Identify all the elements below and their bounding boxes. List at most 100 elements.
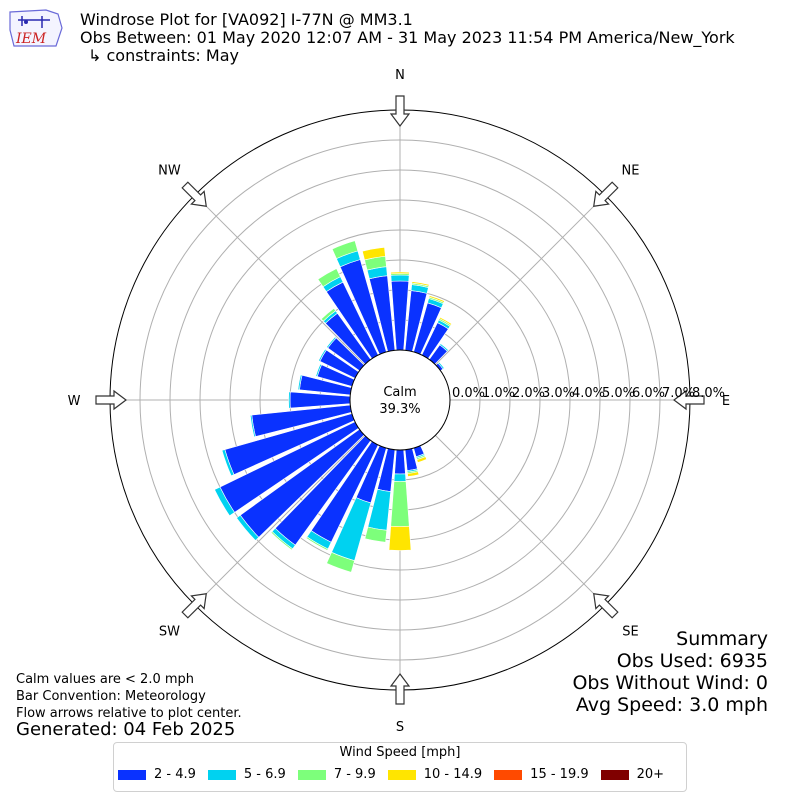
radial-tick-label: 2.0% — [512, 386, 545, 401]
legend: Wind Speed [mph] 2 - 4.9 5 - 6.9 7 - 9.9 10… — [113, 742, 687, 792]
wind-bar — [390, 271, 410, 275]
radial-tick-label: 7.0% — [662, 386, 695, 401]
arrow-shape — [181, 593, 207, 619]
legend-swatch — [387, 769, 416, 780]
wind-bar — [326, 551, 355, 573]
wind-bar — [249, 414, 256, 438]
wind-bar — [305, 536, 329, 551]
wind-bar — [364, 526, 388, 543]
compass-label: E — [722, 394, 730, 409]
wind-bar — [318, 348, 327, 362]
arrow-shape — [95, 389, 127, 411]
legend-item: 10 - 14.9 — [387, 767, 483, 782]
wind-bar — [270, 531, 294, 551]
compass-label: S — [396, 720, 404, 735]
flow-arrow — [673, 389, 705, 411]
grid-ring — [199, 199, 601, 601]
wind-bar — [394, 449, 406, 475]
legend-swatch — [494, 769, 523, 780]
compass-label: NW — [158, 163, 181, 178]
wind-bars — [214, 240, 453, 573]
wind-bar — [331, 240, 359, 260]
radial-tick-label: 0.0% — [452, 386, 485, 401]
calm-circle — [349, 349, 451, 451]
compass-label: W — [68, 394, 81, 409]
chart-subtitle: Obs Between: 01 May 2020 12:07 AM - 31 M… — [80, 28, 735, 47]
legend-label: 15 - 19.9 — [530, 767, 589, 782]
legend-item: 20+ — [600, 767, 665, 782]
legend-items: 2 - 4.9 5 - 6.9 7 - 9.9 10 - 14.9 15 - 19.9 2… — [118, 767, 676, 782]
legend-label: 7 - 9.9 — [333, 767, 376, 782]
arrow-shape — [389, 673, 411, 705]
calm-note: Calm values are < 2.0 mph — [16, 672, 195, 687]
grid-ring — [169, 169, 631, 631]
wind-bar — [297, 374, 303, 391]
summary-obs-used: Obs Used: 6935 — [616, 650, 768, 672]
generated-date: Generated: 04 Feb 2025 — [16, 719, 236, 740]
chart-title: Windrose Plot for [VA092] I-77N @ MM3.1 — [80, 10, 413, 29]
wind-bar — [439, 343, 449, 352]
calm-value: 39.3% — [379, 402, 420, 417]
flow-arrows-note: Flow arrows relative to plot center. — [16, 706, 242, 721]
arrow-shape — [389, 95, 411, 127]
arrow-shape — [593, 593, 619, 619]
wind-bar — [390, 274, 410, 282]
wind-bar — [214, 486, 236, 517]
flow-arrow — [593, 181, 619, 207]
flow-arrow — [593, 593, 619, 619]
arrow-shape — [673, 389, 705, 411]
legend-label: 10 - 14.9 — [423, 767, 483, 782]
flow-arrow — [181, 181, 207, 207]
logo-text: IEM — [15, 31, 47, 47]
radial-tick-label: 4.0% — [572, 386, 605, 401]
wind-bar — [388, 525, 412, 551]
legend-swatch — [207, 769, 236, 780]
wind-bar — [236, 514, 260, 541]
wind-bar — [437, 361, 445, 370]
arrow-shape — [593, 181, 619, 207]
chart-constraints: ↳ constraints: May — [88, 46, 239, 65]
wind-bar — [407, 471, 420, 477]
bar-convention-note: Bar Convention: Meteorology — [16, 689, 206, 704]
chart-labels: 0.0%1.0%2.0%3.0%4.0%5.0%6.0%7.0%8.0% N NE E… — [68, 68, 731, 735]
compass-label: N — [395, 68, 405, 83]
summary-obs-without-wind: Obs Without Wind: 0 — [572, 672, 768, 694]
wind-bar — [438, 316, 453, 326]
legend-label: 20+ — [636, 767, 665, 782]
radial-tick-label: 5.0% — [602, 386, 635, 401]
flow-arrow — [389, 95, 411, 127]
wind-bar — [315, 363, 322, 377]
wind-bar — [326, 336, 337, 349]
compass-label: SW — [159, 625, 180, 640]
wind-bar — [393, 473, 407, 482]
grid-ring — [229, 229, 571, 571]
legend-item: 2 - 4.9 — [118, 767, 196, 782]
legend-swatch — [297, 769, 326, 780]
legend-swatch — [600, 769, 629, 780]
wind-bar — [288, 391, 291, 409]
legend-item: 5 - 6.9 — [207, 767, 286, 782]
legend-item: 15 - 19.9 — [494, 767, 589, 782]
wind-bar — [361, 246, 386, 261]
wind-bar — [390, 480, 410, 527]
wind-bar — [428, 295, 445, 303]
flow-arrows — [95, 95, 705, 705]
grid-ring — [139, 139, 661, 661]
radial-tick-label: 8.0% — [692, 386, 725, 401]
compass-label: SE — [622, 625, 638, 640]
wind-bar — [411, 281, 430, 287]
flow-arrow — [181, 593, 207, 619]
wind-bar — [289, 391, 351, 409]
radial-tick-label: 6.0% — [632, 386, 665, 401]
wind-bar — [416, 456, 428, 463]
legend-swatch — [118, 769, 146, 780]
legend-label: 2 - 4.9 — [154, 767, 196, 782]
legend-label: 5 - 6.9 — [243, 767, 286, 782]
wind-bar — [320, 307, 337, 322]
legend-title: Wind Speed [mph] — [339, 745, 461, 760]
wind-bar — [317, 268, 341, 288]
legend-item: 7 - 9.9 — [297, 767, 376, 782]
arrow-shape — [181, 181, 207, 207]
summary-avg-speed: Avg Speed: 3.0 mph — [575, 694, 768, 716]
